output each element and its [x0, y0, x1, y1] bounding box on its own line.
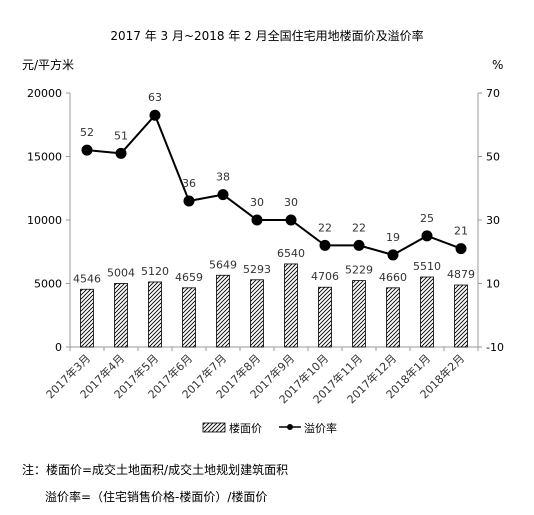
premium-rate-point — [319, 239, 331, 251]
premium-rate-label: 38 — [216, 171, 230, 184]
left-axis-tick-label: 0 — [55, 341, 62, 354]
bar — [420, 276, 434, 348]
note-premium-rate-definition: 溢价率=（住宅销售价格-楼面价）/楼面价 — [45, 490, 268, 504]
bar — [318, 286, 332, 348]
premium-rate-label: 51 — [114, 129, 128, 142]
premium-rate-point — [455, 243, 467, 255]
bar — [454, 284, 468, 348]
premium-rate-label: 30 — [250, 196, 264, 209]
bar — [80, 288, 94, 348]
premium-rate-point — [115, 147, 127, 159]
bar — [250, 279, 264, 348]
bar — [182, 287, 196, 348]
bar — [386, 287, 400, 348]
premium-rate-point — [217, 189, 229, 201]
premium-rate-point — [183, 195, 195, 207]
bar-value-label: 4660 — [379, 271, 407, 284]
left-axis-unit: 元/平方米 — [22, 57, 74, 72]
premium-rate-point — [353, 239, 365, 251]
left-axis-tick-label: 20000 — [27, 87, 62, 100]
legend-line-label: 溢价率 — [304, 421, 337, 435]
bar — [216, 274, 230, 348]
premium-rate-label: 30 — [284, 196, 298, 209]
bar — [284, 263, 298, 348]
bar — [148, 281, 162, 348]
premium-rate-label: 19 — [386, 231, 400, 244]
legend-bar-swatch — [202, 422, 226, 433]
premium-rate-label: 36 — [182, 177, 196, 190]
right-axis-tick-label: 30 — [486, 214, 500, 227]
bar-value-label: 5229 — [345, 264, 373, 277]
premium-rate-label: 21 — [454, 225, 468, 238]
premium-rate-label: 63 — [148, 91, 162, 104]
right-axis-tick-label: 50 — [486, 151, 500, 164]
bar — [114, 283, 128, 348]
right-axis-tick-label: 70 — [486, 87, 500, 100]
right-axis-tick-label: -10 — [486, 341, 504, 354]
bar-value-label: 5004 — [107, 266, 135, 279]
left-axis-tick-label: 10000 — [27, 214, 62, 227]
left-axis-tick-label: 5000 — [34, 278, 62, 291]
bar-value-label: 5120 — [141, 265, 169, 278]
note-floor-price-definition: 注：楼面价=成交土地面积/成交土地规划建筑面积 — [22, 463, 289, 477]
legend-bar-label: 楼面价 — [229, 421, 262, 435]
bar-value-label: 5510 — [413, 260, 441, 273]
bar-value-label: 5293 — [243, 263, 271, 276]
premium-rate-point — [285, 214, 297, 226]
bar — [352, 280, 366, 348]
premium-rate-point — [421, 230, 433, 242]
right-axis-unit: % — [492, 58, 503, 72]
bar-value-label: 4706 — [311, 270, 339, 283]
premium-rate-point — [81, 144, 93, 156]
premium-rate-label: 22 — [352, 221, 366, 234]
bar-value-label: 4879 — [447, 268, 475, 281]
bar-value-label: 6540 — [277, 247, 305, 260]
premium-rate-label: 52 — [80, 126, 94, 139]
legend: 楼面价 溢价率 — [202, 421, 337, 435]
premium-rate-line — [86, 113, 462, 256]
left-axis-tick-label: 15000 — [27, 151, 62, 164]
premium-rate-point — [387, 249, 399, 261]
premium-rate-point — [251, 214, 263, 226]
chart-title: 2017 年 3 月~2018 年 2 月全国住宅用地楼面价及溢价率 — [110, 28, 423, 43]
bar-value-label: 4546 — [73, 272, 101, 285]
right-axis-tick-label: 10 — [486, 278, 500, 291]
premium-rate-label: 25 — [420, 212, 434, 225]
premium-rate-label: 22 — [318, 221, 332, 234]
premium-rate-point — [149, 109, 161, 121]
bar-value-label: 5649 — [209, 258, 237, 271]
bar-value-label: 4659 — [175, 271, 203, 284]
legend-line-marker — [287, 424, 293, 430]
